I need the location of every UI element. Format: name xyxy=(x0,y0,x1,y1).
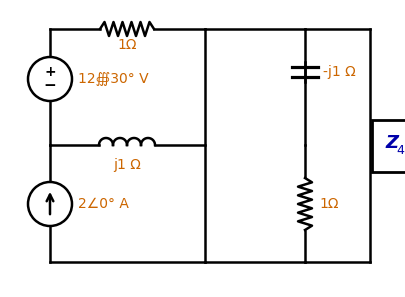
Text: 1Ω: 1Ω xyxy=(117,38,137,52)
Text: 12∰30° V: 12∰30° V xyxy=(78,72,149,86)
FancyBboxPatch shape xyxy=(372,120,405,172)
Text: Z: Z xyxy=(386,134,399,152)
Text: -j1 Ω: -j1 Ω xyxy=(323,65,356,79)
Text: +: + xyxy=(44,65,56,79)
Text: j1 Ω: j1 Ω xyxy=(113,158,141,172)
Text: 4: 4 xyxy=(396,143,404,157)
Text: −: − xyxy=(44,78,56,94)
Text: 1Ω: 1Ω xyxy=(319,197,339,211)
Text: 2∠0° A: 2∠0° A xyxy=(78,197,129,211)
